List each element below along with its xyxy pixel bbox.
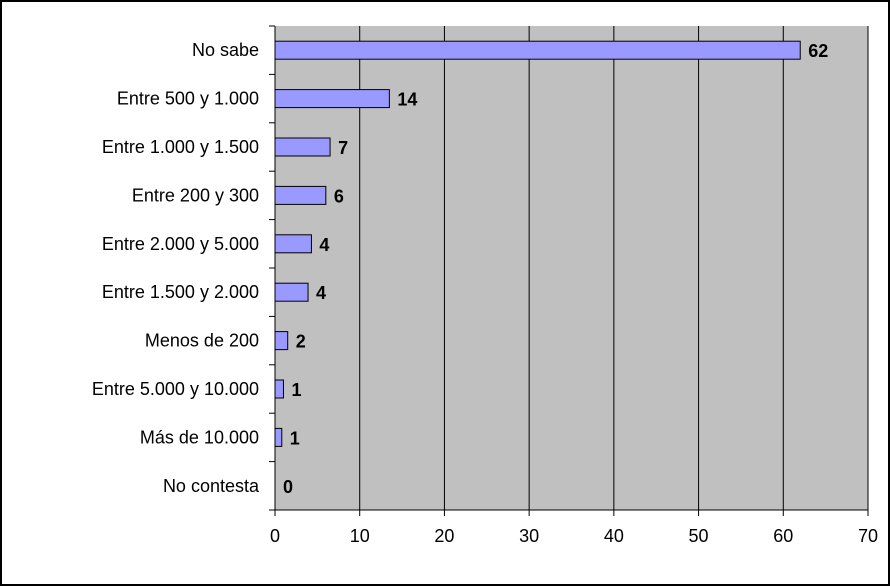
data-label: 2	[296, 332, 306, 352]
category-label: Entre 1.000 y 1.500	[102, 137, 259, 157]
category-label: Entre 200 y 300	[132, 185, 259, 205]
bar	[274, 234, 312, 254]
data-label: 62	[808, 41, 828, 61]
x-tick-label: 10	[350, 526, 370, 546]
x-tick-label: 30	[519, 526, 539, 546]
data-label: 1	[291, 380, 301, 400]
category-label: No contesta	[163, 476, 260, 496]
data-label: 1	[290, 428, 300, 448]
category-label: Entre 2.000 y 5.000	[102, 234, 259, 254]
axes	[269, 25, 869, 516]
x-tick-label: 40	[604, 526, 624, 546]
bars	[274, 40, 801, 447]
data-label: 4	[319, 235, 329, 255]
data-label: 14	[397, 90, 417, 110]
data-label: 7	[338, 138, 348, 158]
bar	[274, 282, 309, 302]
x-tick-label: 60	[773, 526, 793, 546]
bar	[274, 89, 390, 109]
category-label: Más de 10.000	[140, 427, 259, 447]
category-label: Menos de 200	[145, 331, 259, 351]
tick-labels: 0 10 20 30 40 50 60 70	[270, 526, 878, 546]
category-labels: No sabe Entre 500 y 1.000 Entre 1.000 y 1.…	[92, 40, 260, 496]
bar	[274, 379, 284, 399]
bar	[274, 331, 289, 351]
bar	[274, 137, 331, 157]
data-label: 6	[334, 186, 344, 206]
x-tick-label: 50	[689, 526, 709, 546]
category-label: Entre 1.500 y 2.000	[102, 282, 259, 302]
x-tick-label: 20	[434, 526, 454, 546]
category-label: Entre 5.000 y 10.000	[92, 379, 259, 399]
category-label: Entre 500 y 1.000	[117, 89, 259, 109]
data-label: 4	[316, 283, 326, 303]
bar	[274, 427, 283, 447]
data-label: 0	[283, 477, 293, 497]
bar	[274, 185, 327, 205]
grid-lines	[359, 26, 869, 510]
bar	[274, 40, 801, 60]
x-tick-label: 0	[270, 526, 280, 546]
x-tick-label: 70	[858, 526, 878, 546]
category-label: No sabe	[192, 40, 259, 60]
data-labels: 62 14 7 6 4 4 2 1 1 0	[283, 41, 828, 497]
